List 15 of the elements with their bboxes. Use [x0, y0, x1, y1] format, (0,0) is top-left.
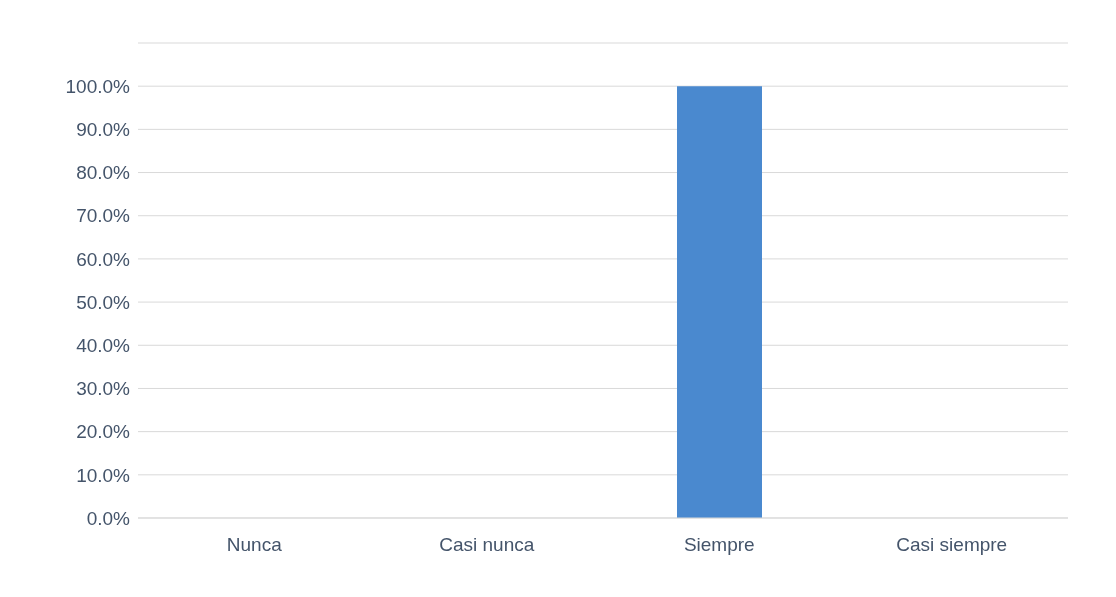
y-tick-label: 30.0%	[76, 378, 131, 400]
x-tick-label: Siempre	[683, 534, 755, 556]
y-tick-label: 100.0%	[65, 75, 131, 97]
x-tick-label: Nunca	[226, 534, 283, 556]
y-tick-label: 90.0%	[76, 119, 131, 141]
y-tick-label: 70.0%	[76, 205, 131, 227]
y-tick-label: 40.0%	[76, 335, 131, 357]
x-tick-label: Casi nunca	[439, 534, 535, 556]
x-tick-label: Casi siempre	[896, 534, 1008, 556]
y-tick-label: 60.0%	[76, 248, 131, 270]
y-tick-label: 50.0%	[76, 291, 131, 313]
y-tick-label: 0.0%	[86, 507, 131, 529]
y-tick-label: 80.0%	[76, 162, 131, 184]
y-tick-label: 10.0%	[76, 464, 131, 486]
y-tick-label: 20.0%	[76, 421, 131, 443]
